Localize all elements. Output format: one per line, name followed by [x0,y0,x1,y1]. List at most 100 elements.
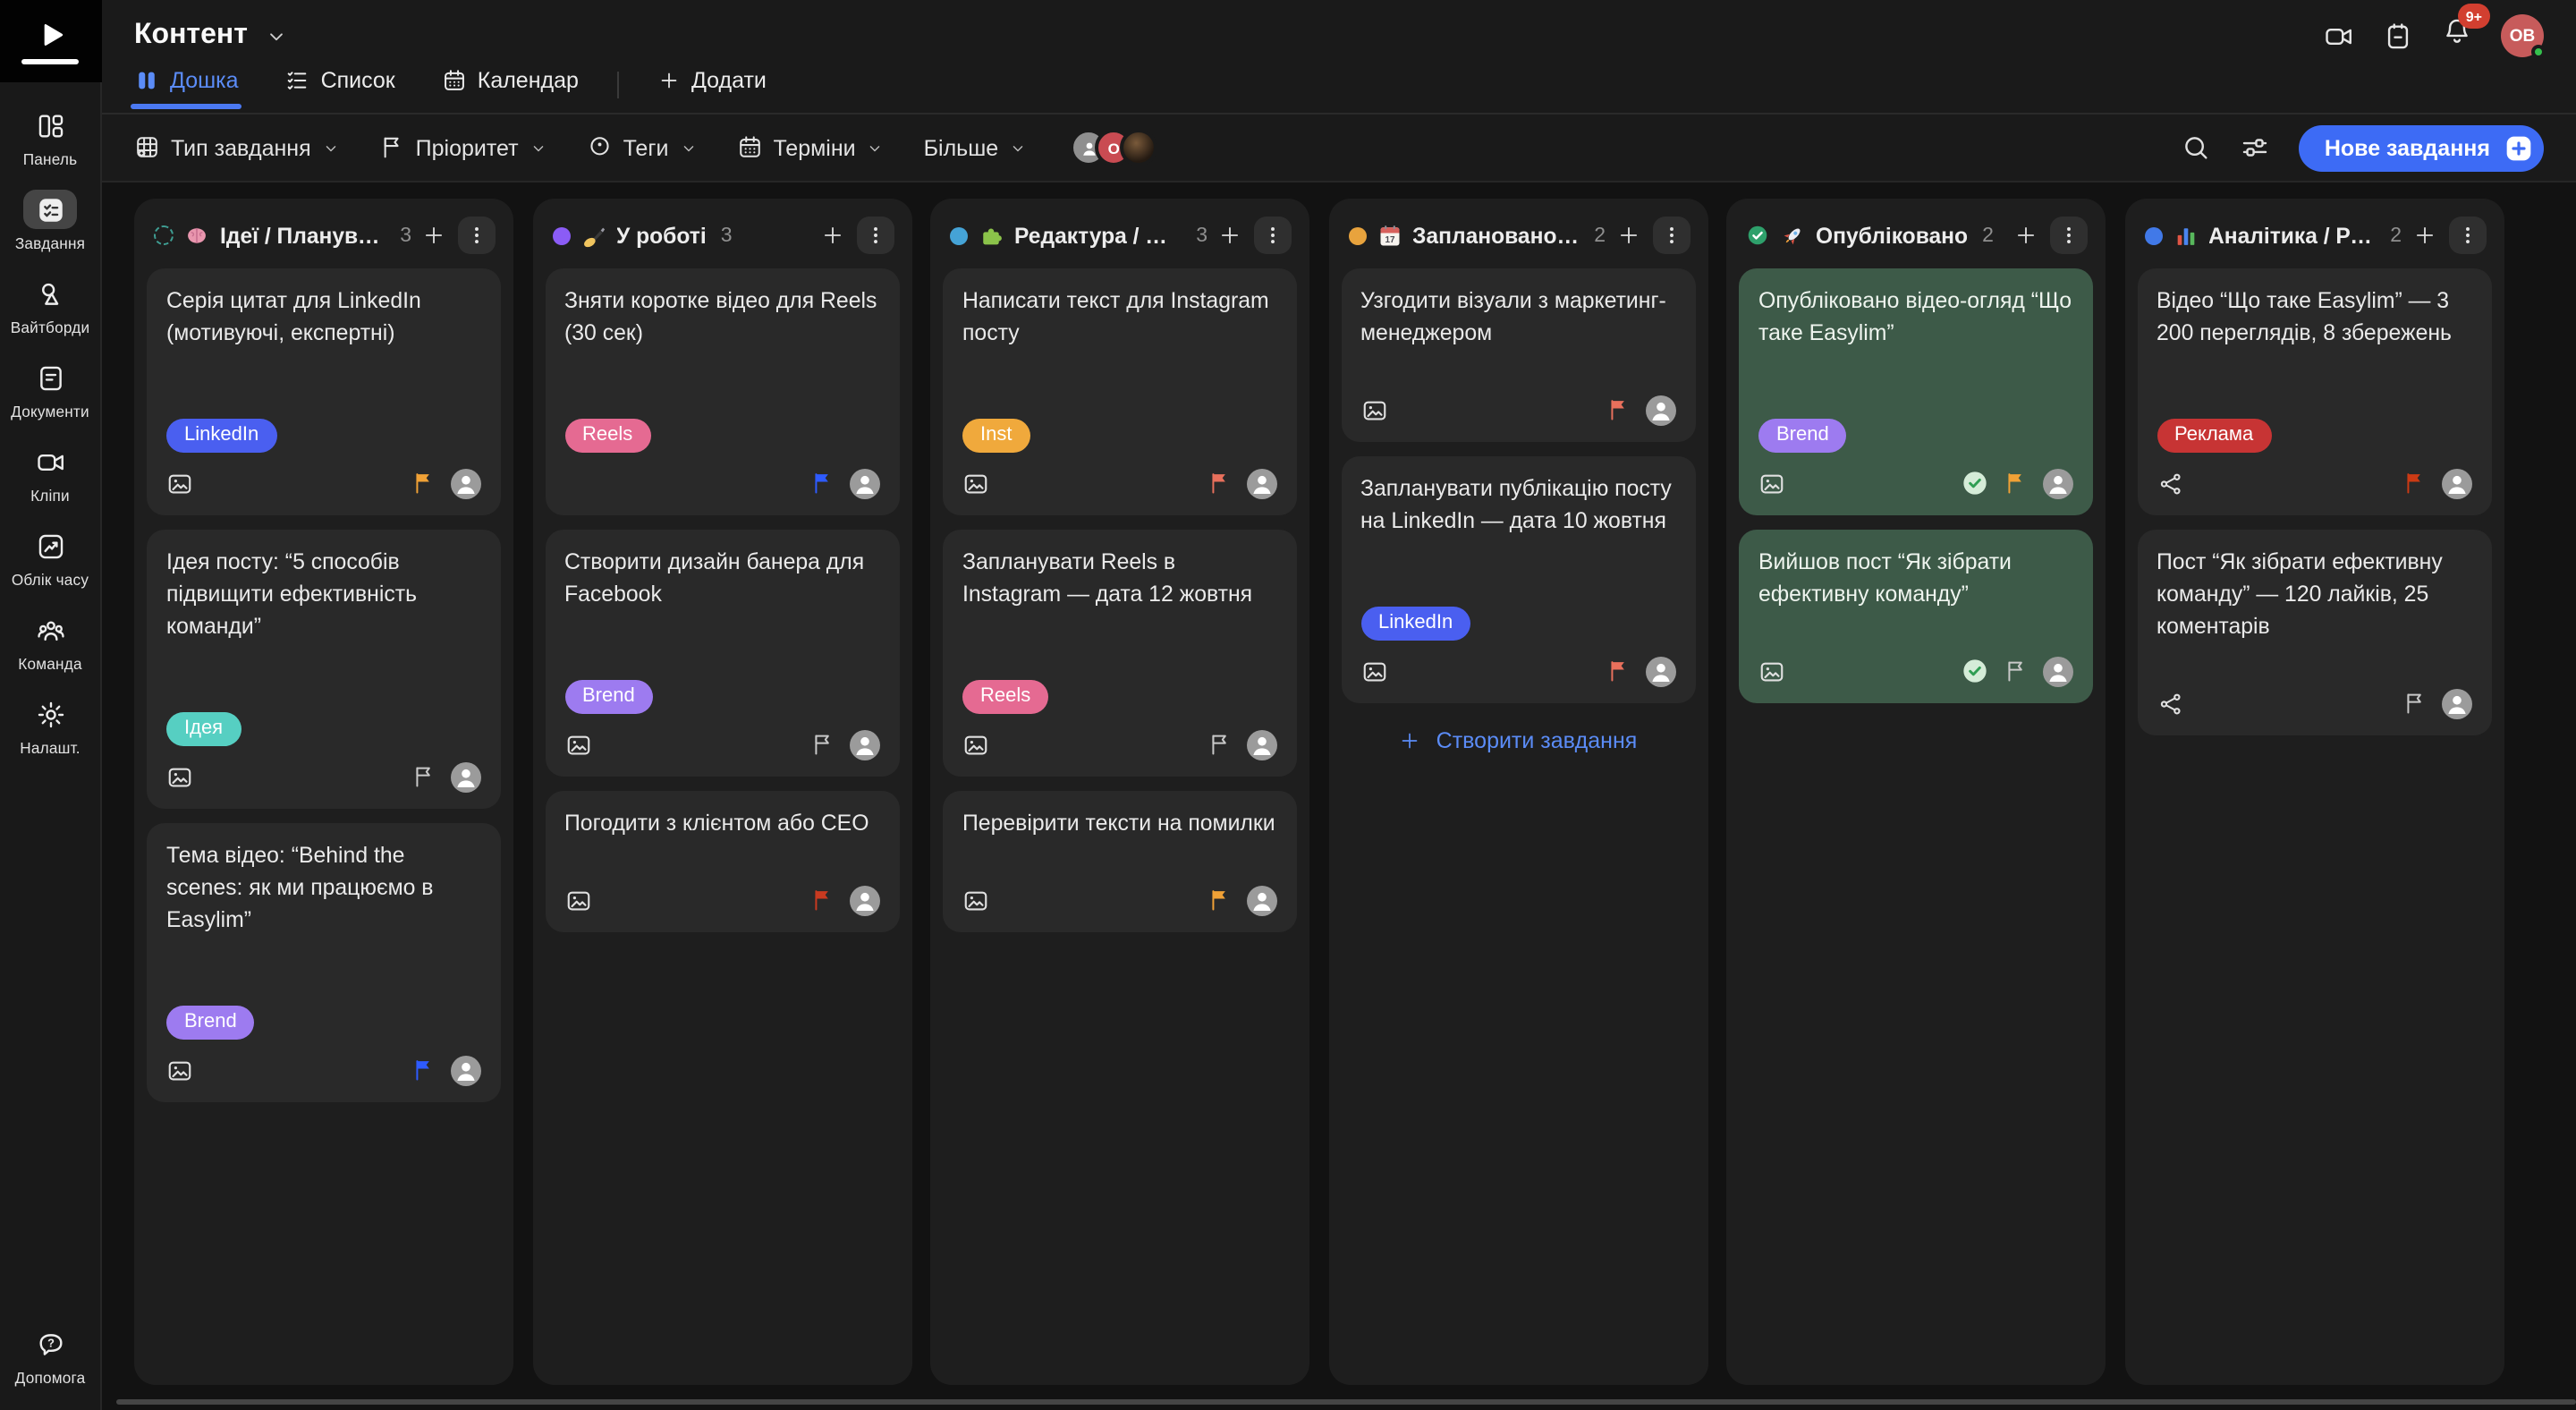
card-tag: LinkedIn [1360,606,1471,641]
video-call-icon[interactable] [2324,21,2354,51]
card-tag: Reels [564,418,651,453]
main-area: Контент 9+ ОВ Дошка Список Календар Додати … [102,0,2576,1410]
filter-more[interactable]: Більше [924,135,1028,160]
add-view-tab[interactable]: Додати [659,68,767,107]
task-card[interactable]: Серія цитат для LinkedIn (мотивуючі, екс… [147,268,501,515]
nav-icon-wrap [23,190,77,229]
column-header-actions [2014,217,2088,254]
card-list: Зняти коротке відео для Reels (30 сек) Re… [545,268,899,932]
task-card[interactable]: Пост “Як зібрати ефективну команду” — 12… [2137,529,2491,735]
horizontal-scrollbar[interactable] [116,1398,2576,1405]
card-footer-right [411,1055,481,1086]
flag-outline-icon [379,135,405,161]
create-task-link[interactable]: Створити завдання [1341,728,1695,753]
done-check-icon [1961,658,1989,686]
clipboard-icon[interactable] [2383,21,2413,51]
column-count: 2 [2390,225,2402,246]
column-menu-button[interactable] [2050,217,2088,254]
filter-tagpin[interactable]: Теги [587,135,698,161]
new-task-label: Нове завдання [2324,135,2490,160]
assignee-avatar-stack[interactable]: О [1070,129,1158,166]
sidebar-item-label: Облік часу [11,571,89,589]
column-header-actions [820,217,894,254]
column-header: 17 Заплановано до п… 2 [1341,211,1695,268]
filter-label: Більше [923,135,999,160]
task-card[interactable]: Запланувати публікацію посту на LinkedIn… [1341,455,1695,703]
assignee-avatar [1247,468,1277,499]
column-header: У роботі 3 [545,211,899,268]
tab-календар[interactable]: Календар [442,68,579,107]
timechart-icon [35,531,65,561]
tab-дошка[interactable]: Дошка [130,68,243,109]
sidebar-item-gear[interactable]: Налашт. [0,689,100,762]
add-card-icon[interactable] [820,224,843,247]
tab-label: Дошка [170,68,239,93]
kanban-column: У роботі 3 Зняти коротке відео для Reels (… [532,199,911,1385]
tab-список[interactable]: Список [285,68,395,107]
column-menu-button[interactable] [2448,217,2486,254]
kanban-board: Ідеї / Планування 3 Серія цитат для Linked… [102,183,2576,1410]
column-menu-button[interactable] [1652,217,1690,254]
filter-gridpen[interactable]: Тип завдання [134,135,340,161]
notifications-button[interactable]: 9+ [2442,4,2490,55]
column-title: Заплановано до п… [1412,223,1580,248]
column-header-actions [1616,217,1690,254]
search-icon[interactable] [2182,132,2212,163]
add-card-icon[interactable] [422,224,445,247]
sidebar-item-whiteboard[interactable]: Вайтборди [0,268,100,342]
sidebar-item-dashboard[interactable]: Панель [0,100,100,174]
card-list: Серія цитат для LinkedIn (мотивуючі, екс… [147,268,501,1102]
sidebar-item-team[interactable]: Команда [0,605,100,678]
add-card-icon[interactable] [1218,224,1241,247]
add-card-icon[interactable] [2014,224,2038,247]
card-tag: Reels [962,679,1049,714]
card-footer-right [1208,885,1277,916]
kanban-column: Аналітика / Резул… 2 Відео “Що таке Easyli… [2124,199,2504,1385]
column-menu-button[interactable] [458,217,496,254]
task-card[interactable]: Зняти коротке відео для Reels (30 сек) Re… [545,268,899,515]
task-card[interactable]: Відео “Що таке Easylim” — 3 200 перегляд… [2137,268,2491,515]
task-card[interactable]: Перевірити тексти на помилки [943,790,1297,932]
column-title: Аналітика / Резул… [2208,223,2376,248]
filter-calendar[interactable]: Терміни [736,135,884,161]
app-logo[interactable] [0,0,101,82]
card-title: Запланувати публікацію посту на LinkedIn… [1360,475,1672,533]
sidebar-item-document[interactable]: Документи [0,352,100,426]
sidebar-item-camera[interactable]: Кліпи [0,437,100,510]
new-task-button[interactable]: Нове завдання [2299,124,2544,171]
kanban-column: Опубліковано 2 Опубліковано відео-огляд “Щ… [1726,199,2106,1385]
add-card-icon[interactable] [1616,224,1640,247]
column-menu-button[interactable] [856,217,894,254]
task-card[interactable]: Створити дизайн банера для Facebook Brend [545,529,899,777]
column-menu-button[interactable] [1254,217,1292,254]
nav-icon-wrap: ? [23,1324,77,1363]
task-card[interactable]: Тема відео: “Behind the scenes: як ми пр… [147,822,501,1102]
assignee-avatar [1645,395,1675,426]
image-attachment-icon [166,1058,193,1084]
card-tag: LinkedIn [166,418,277,453]
task-card[interactable]: Написати текст для Instagram посту Inst [943,268,1297,515]
task-card[interactable]: Опубліковано відео-огляд “Що таке Easyli… [1739,268,2093,515]
flag-outline-icon [1208,733,1233,758]
task-card[interactable]: Ідея посту: “5 способів підвищити ефекти… [147,529,501,809]
task-card[interactable]: Запланувати Reels в Instagram — дата 12 … [943,529,1297,777]
sidebar-item-tasks[interactable]: Завдання [0,184,100,258]
add-card-icon[interactable] [2412,224,2436,247]
card-list: Узгодити візуали з маркетинг-менеджером З… [1341,268,1695,703]
column-count: 3 [400,225,411,246]
sidebar-item-help[interactable]: ? Допомога [15,1319,86,1392]
task-card[interactable]: Вийшов пост “Як зібрати ефективну команд… [1739,529,2093,703]
project-dropdown-chevron-icon[interactable] [266,24,289,47]
user-avatar[interactable]: ОВ [2501,14,2546,59]
task-card[interactable]: Погодити з клієнтом або CEO [545,790,899,932]
sidebar-item-timechart[interactable]: Облік часу [0,521,100,594]
filter-flag-outline[interactable]: Пріоритет [379,135,547,161]
done-check-icon [1961,470,1989,498]
stack-avatar [1120,129,1158,166]
filter-settings-icon[interactable] [2241,132,2271,163]
task-card[interactable]: Узгодити візуали з маркетинг-менеджером [1341,268,1695,442]
sidebar-help: ? Допомога [15,1319,86,1410]
sidebar: Панель Завдання Вайтборди Документи Кліпи Обл… [0,0,102,1410]
plus-square-icon [2504,133,2533,162]
